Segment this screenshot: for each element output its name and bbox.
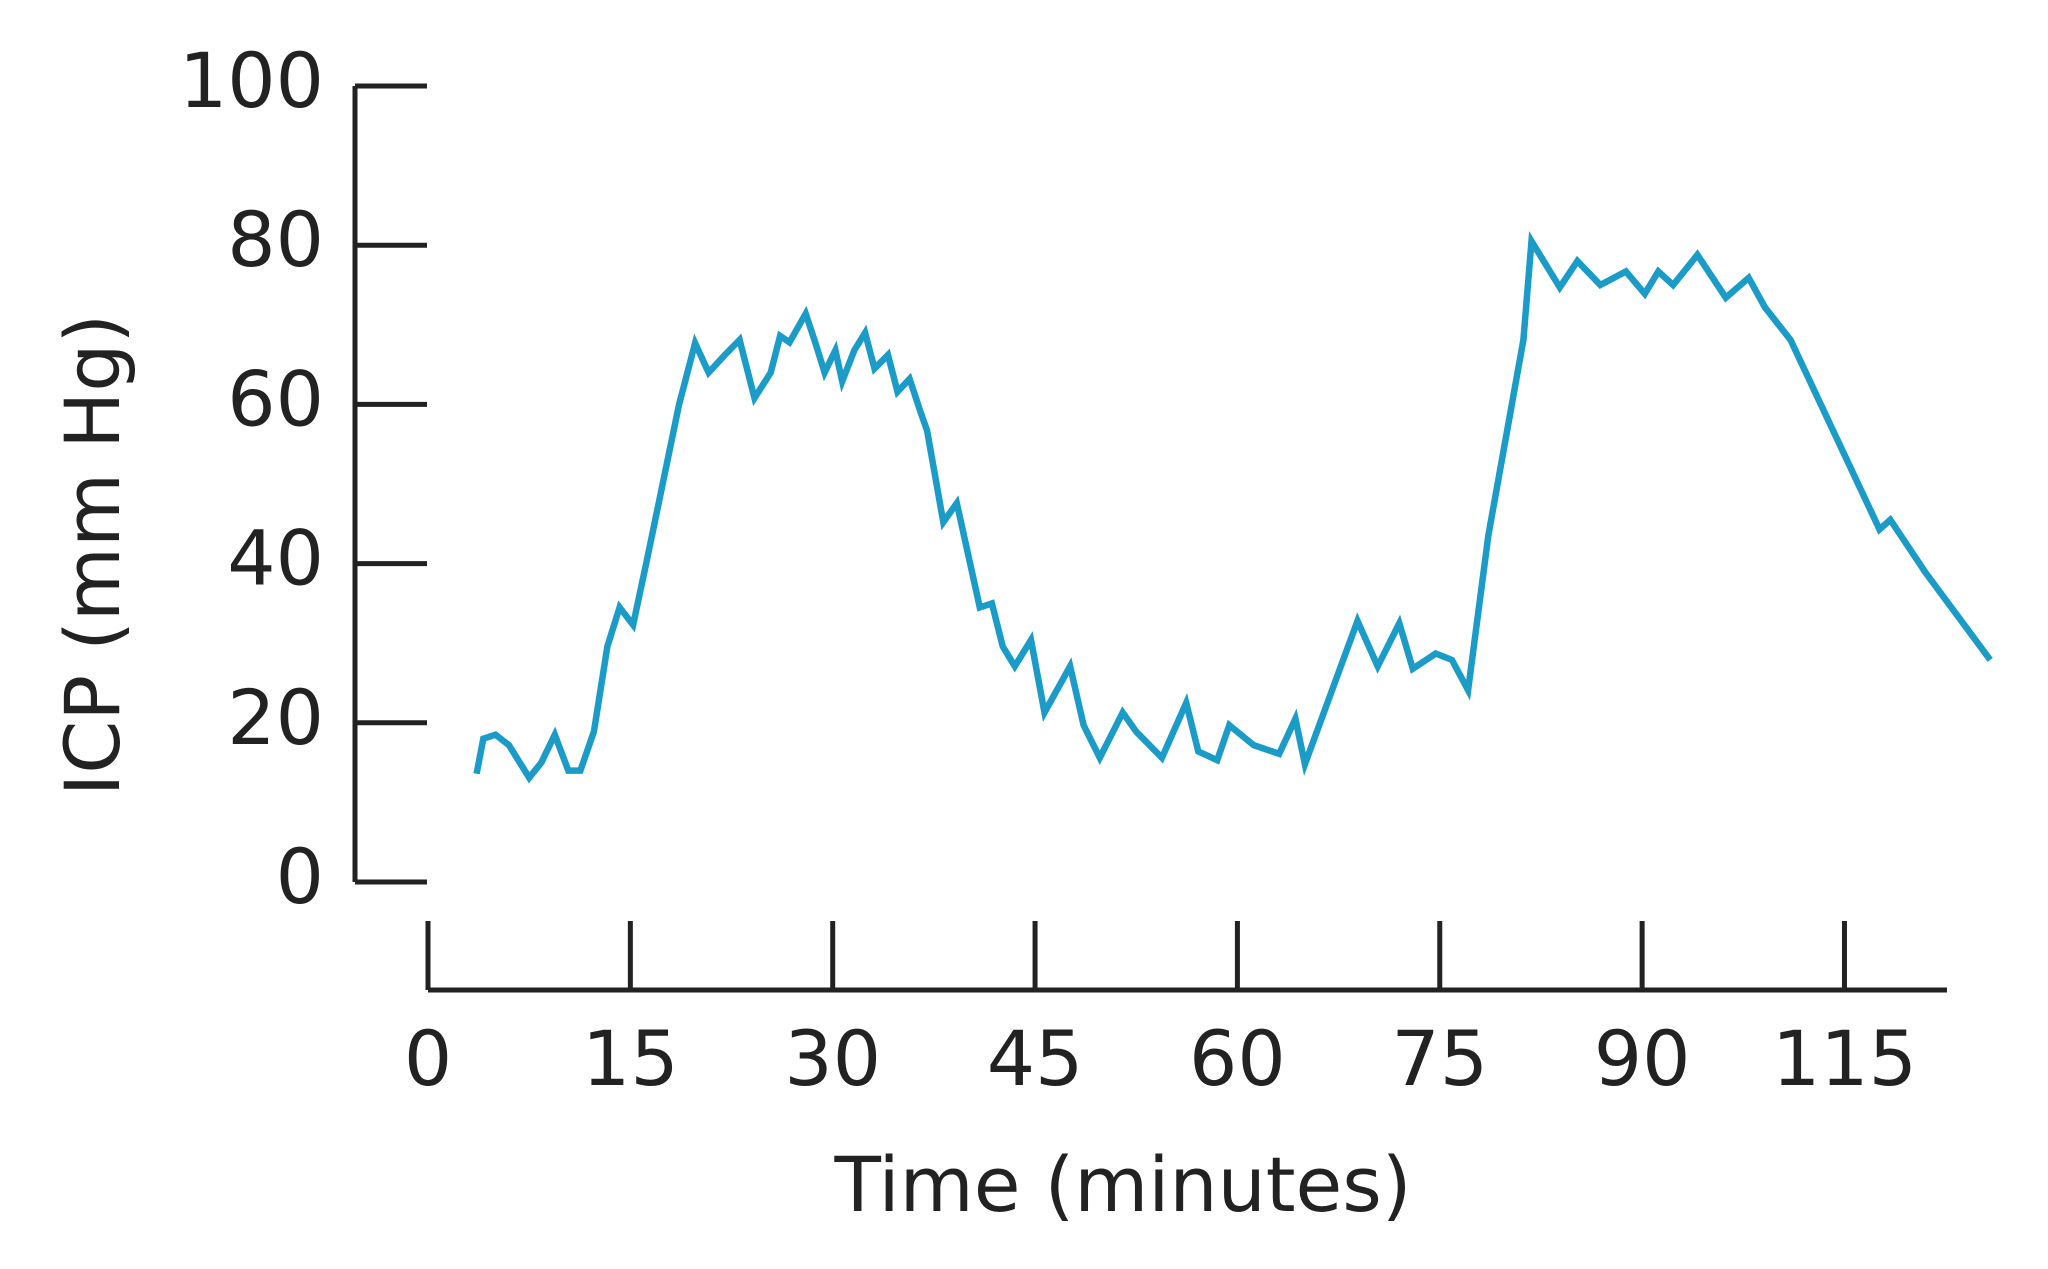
y-tick-label: 40 bbox=[227, 514, 324, 603]
x-tick-label: 60 bbox=[1189, 1014, 1286, 1103]
x-axis-label: Time (minutes) bbox=[833, 1140, 1411, 1229]
y-tick-label: 100 bbox=[179, 36, 324, 125]
y-tick-label: 0 bbox=[276, 832, 324, 921]
y-tick-label: 60 bbox=[227, 354, 324, 443]
x-tick-label: 15 bbox=[582, 1014, 679, 1103]
y-tick-label: 80 bbox=[227, 195, 324, 284]
x-tick-label: 75 bbox=[1391, 1014, 1488, 1103]
data-line bbox=[473, 231, 1993, 784]
x-tick-label: 45 bbox=[987, 1014, 1084, 1103]
y-tick-label: 20 bbox=[227, 673, 324, 762]
x-tick-label: 30 bbox=[784, 1014, 881, 1103]
x-tick-label: 90 bbox=[1594, 1014, 1691, 1103]
x-tick-label: 0 bbox=[404, 1014, 452, 1103]
y-axis-label: ICP (mm Hg) bbox=[48, 314, 137, 796]
x-tick-label: 115 bbox=[1772, 1014, 1917, 1103]
